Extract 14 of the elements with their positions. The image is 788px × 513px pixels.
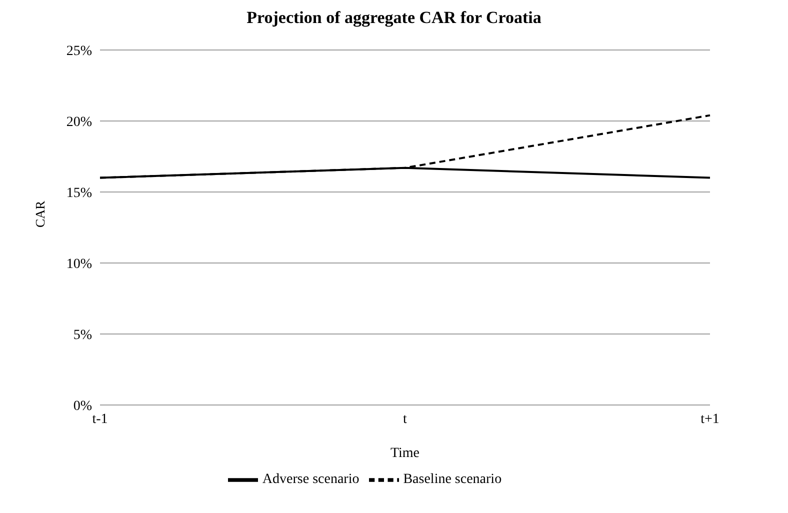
legend-label: Baseline scenario	[403, 472, 502, 488]
y-axis-title: CAR	[32, 200, 48, 228]
y-tick-label: 25%	[66, 44, 92, 59]
y-tick-label: 15%	[66, 186, 92, 201]
legend-label: Adverse scenario	[262, 472, 360, 488]
x-tick-label: t-1	[92, 412, 108, 427]
chart-title: Projection of aggregate CAR for Croatia	[246, 8, 542, 28]
y-tick-label: 5%	[73, 328, 92, 343]
y-tick-label: 20%	[66, 114, 92, 130]
x-tick-label: t+1	[700, 412, 720, 427]
x-tick-label: t	[403, 412, 408, 427]
y-tick-label: 0%	[73, 398, 92, 414]
y-tick-label: 10%	[66, 256, 92, 272]
x-axis-title: Time	[390, 446, 420, 461]
